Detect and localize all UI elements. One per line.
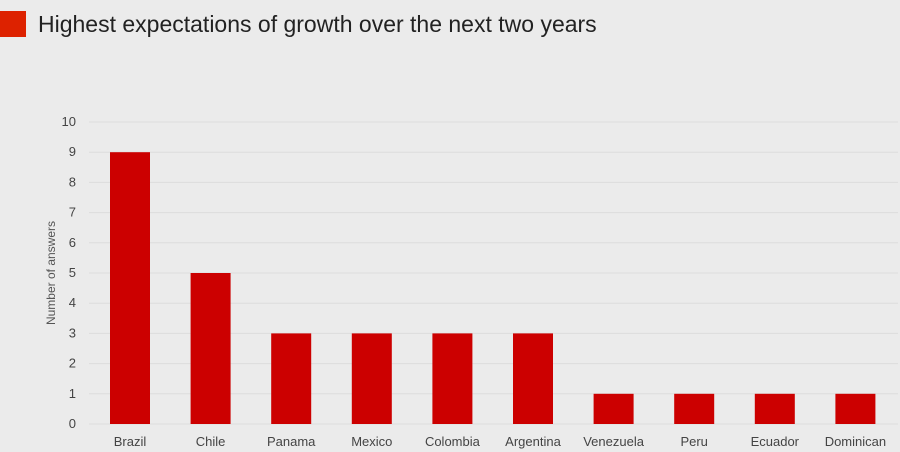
bar-chile [190,273,231,424]
y-axis-ticks: 0 1 2 3 4 5 6 7 8 9 10 [62,114,76,431]
y-tick-label: 0 [69,416,76,431]
chart-title: Highest expectations of growth over the … [38,10,597,37]
x-tick-label: Mexico [351,434,392,449]
y-tick-label: 5 [69,265,76,280]
x-tick-label: Ecuador [751,434,800,449]
y-tick-label: 4 [69,295,76,310]
bar-dominican [835,393,876,424]
x-tick-label: Colombia [425,434,481,449]
y-tick-label: 6 [69,235,76,250]
bar-venezuela [593,393,634,424]
y-tick-label: 2 [69,356,76,371]
chart-header: Highest expectations of growth over the … [0,9,597,39]
bar-colombia [432,333,473,424]
x-tick-label: Brazil [114,434,147,449]
x-tick-label: Peru [680,434,707,449]
legend-swatch [0,11,26,37]
x-axis-labels: Brazil Chile Panama Mexico Colombia Argentina… [114,434,886,449]
x-tick-label: Panama [267,434,316,449]
y-axis-label: Number of answers [44,221,58,325]
y-tick-label: 10 [62,114,76,129]
bar-ecuador [754,393,795,424]
x-tick-label: Venezuela [583,434,644,449]
y-tick-label: 1 [69,386,76,401]
y-tick-label: 3 [69,325,76,340]
x-tick-label: Argentina [505,434,561,449]
bar-brazil [110,152,150,424]
bar-peru [674,393,715,424]
y-tick-label: 9 [69,144,76,159]
bar-argentina [513,333,553,424]
bar-mexico [351,333,392,424]
x-tick-label: Dominican [825,434,886,449]
bar-panama [271,333,312,424]
x-tick-label: Chile [196,434,226,449]
y-tick-label: 8 [69,174,76,189]
y-tick-label: 7 [69,205,76,220]
bars [110,152,876,424]
